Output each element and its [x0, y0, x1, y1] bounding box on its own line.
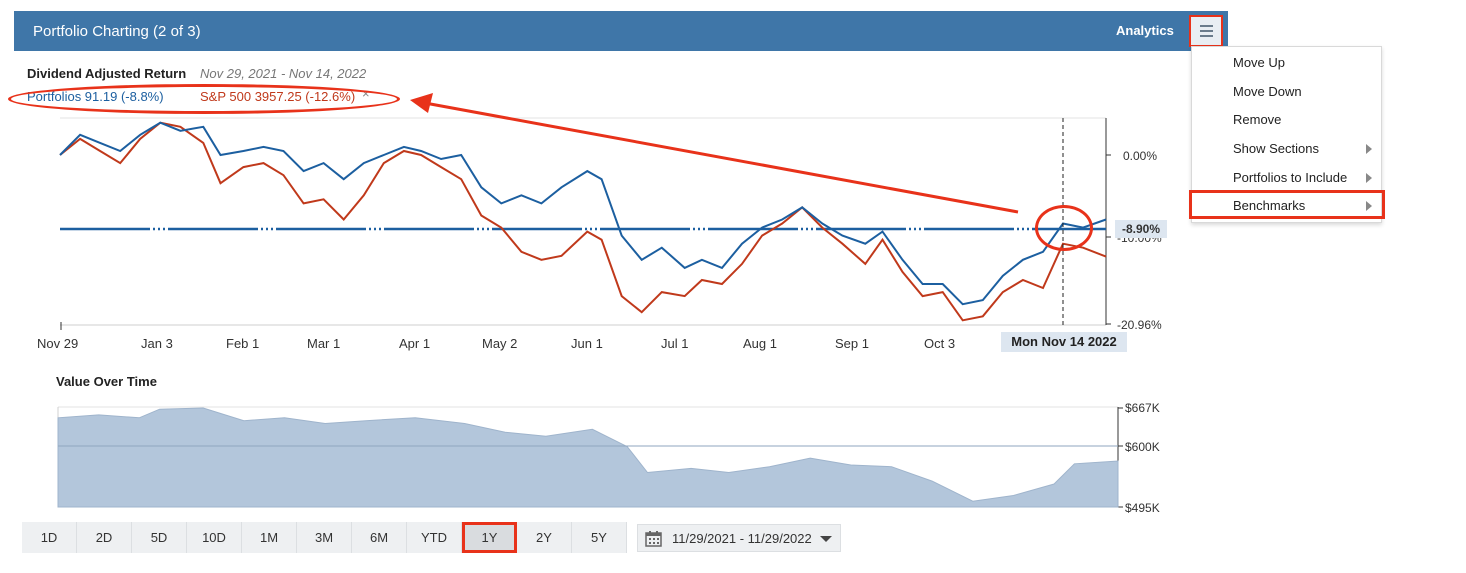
x-tick-label: Apr 1 — [399, 336, 431, 351]
menu-item-label: Benchmarks — [1233, 198, 1306, 213]
range-button-6m[interactable]: 6M — [352, 522, 407, 553]
x-tick-label: Mar 1 — [307, 336, 341, 351]
crosshair-date-label: Mon Nov 14 2022 — [1001, 332, 1127, 352]
x-tick-label: Aug 1 — [743, 336, 777, 351]
benchmarks-highlight-box — [1189, 190, 1385, 219]
options-dropdown: Move Up Move Down Remove Show Sections P… — [1191, 46, 1382, 223]
menu-item-label: Portfolios to Include — [1233, 170, 1348, 185]
return-chart-title: Dividend Adjusted Return — [27, 66, 187, 81]
value-y-label: $495K — [1125, 501, 1160, 515]
annotation-arrow-head — [410, 93, 433, 113]
chevron-down-icon — [820, 536, 832, 542]
menu-item-label: Show Sections — [1233, 141, 1319, 156]
date-range-picker[interactable]: 11/29/2021 - 11/29/2022 — [637, 524, 841, 552]
hamburger-menu-icon-line — [1200, 30, 1213, 32]
annotation-arrow-line — [424, 101, 1019, 214]
value-chart-title: Value Over Time — [56, 374, 157, 389]
menu-item-portfolios-to-include[interactable]: Portfolios to Include — [1192, 164, 1381, 190]
range-button-5d[interactable]: 5D — [132, 522, 187, 553]
menu-item-move-down[interactable]: Move Down — [1192, 78, 1381, 104]
series-line-portfolios — [59, 121, 1107, 306]
menu-item-remove[interactable]: Remove — [1192, 106, 1381, 132]
last-value-highlight-circle — [1035, 205, 1093, 251]
analytics-link[interactable]: Analytics — [1116, 23, 1174, 38]
submenu-arrow-icon — [1366, 201, 1372, 211]
panel-header: Portfolio Charting (2 of 3) Analytics — [14, 11, 1228, 51]
range-button-1m[interactable]: 1M — [242, 522, 297, 553]
x-tick-label: Feb 1 — [226, 336, 260, 351]
panel-title: Portfolio Charting (2 of 3) — [33, 23, 201, 40]
value-y-label: $600K — [1125, 440, 1160, 454]
date-range-text: 11/29/2021 - 11/29/2022 — [672, 531, 812, 546]
x-tick-label: May 2 — [482, 336, 518, 351]
series-line-sp500 — [59, 121, 1107, 322]
hamburger-menu-button[interactable] — [1189, 15, 1223, 47]
value-y-label: $667K — [1125, 401, 1160, 415]
range-button-1y[interactable]: 1Y — [462, 522, 517, 553]
range-button-2d[interactable]: 2D — [77, 522, 132, 553]
range-button-ytd[interactable]: YTD — [407, 522, 462, 553]
x-tick-label: Jun 1 — [571, 336, 603, 351]
range-button-group: 1D 2D 5D 10D 1M 3M 6M YTD 1Y 2Y 5Y — [22, 522, 627, 553]
return-chart-date-range: Nov 29, 2021 - Nov 14, 2022 — [200, 66, 367, 81]
hamburger-menu-icon-line — [1200, 35, 1213, 37]
range-button-10d[interactable]: 10D — [187, 522, 242, 553]
range-button-1d[interactable]: 1D — [22, 522, 77, 553]
y-tick-label: 0.00% — [1123, 149, 1158, 163]
legend-highlight-ellipse — [8, 84, 400, 114]
range-button-3m[interactable]: 3M — [297, 522, 352, 553]
x-tick-label: Nov 29 — [37, 336, 79, 351]
menu-item-move-up[interactable]: Move Up — [1192, 49, 1381, 75]
range-button-2y[interactable]: 2Y — [517, 522, 572, 553]
x-tick-label: Oct 3 — [924, 336, 956, 351]
value-area — [57, 407, 1119, 508]
x-tick-label: Jan 3 — [141, 336, 173, 351]
hamburger-menu-icon — [1200, 25, 1213, 27]
submenu-arrow-icon — [1366, 144, 1372, 154]
menu-item-label: Move Down — [1233, 84, 1302, 99]
last-value-label: -8.90% — [1115, 220, 1167, 238]
menu-item-label: Remove — [1233, 112, 1282, 127]
menu-item-label: Move Up — [1233, 55, 1286, 70]
menu-item-show-sections[interactable]: Show Sections — [1192, 135, 1381, 161]
menu-item-benchmarks[interactable]: Benchmarks — [1192, 192, 1381, 218]
calendar-icon — [645, 531, 662, 547]
x-tick-label: Jul 1 — [661, 336, 689, 351]
y-tick-label: -20.96% — [1117, 318, 1162, 332]
submenu-arrow-icon — [1366, 173, 1372, 183]
x-tick-label: Sep 1 — [835, 336, 869, 351]
range-button-5y[interactable]: 5Y — [572, 522, 627, 553]
